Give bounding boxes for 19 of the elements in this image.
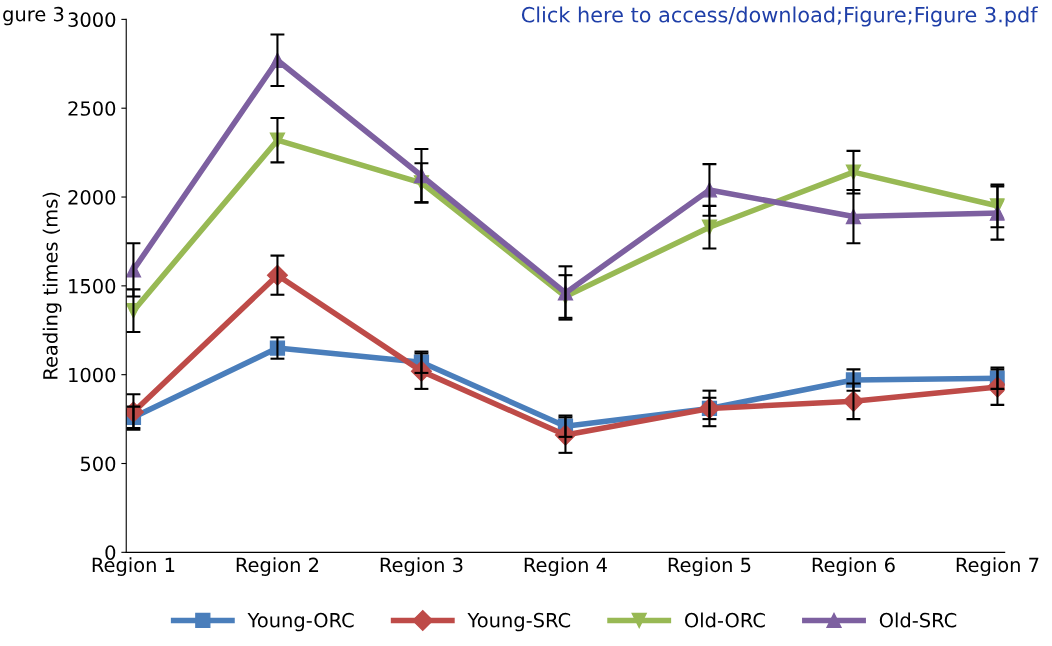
text: gure 3: [3, 6, 64, 26]
x-tick-label: Region 7: [956, 557, 1039, 577]
annotation: Click here to access/download;Figure;Figure 3.pdf: [521, 6, 1038, 27]
legend-label: Old-SRC: [879, 612, 957, 628]
legend-label: Old-ORC: [685, 612, 765, 628]
x-tick-label: Region 6: [812, 557, 895, 577]
y-tick-label: 500: [80, 456, 116, 472]
legend-label: Young-SRC: [467, 612, 571, 632]
x-tick-label: Region 2: [236, 557, 319, 577]
y-axis-title: Reading times (ms): [42, 192, 62, 379]
y-tick-label: 3000: [68, 12, 116, 28]
legend-label: Young-ORC: [247, 612, 354, 632]
x-tick-label: Region 4: [524, 557, 607, 577]
y-tick-label: 1500: [69, 278, 116, 294]
x-tick-label: Region 5: [668, 557, 751, 577]
x-tick-label: Region 3: [380, 557, 463, 577]
y-tick-label: 1000: [69, 367, 116, 383]
y-tick-label: 2500: [68, 101, 116, 116]
y-tick-label: 2000: [68, 189, 116, 205]
